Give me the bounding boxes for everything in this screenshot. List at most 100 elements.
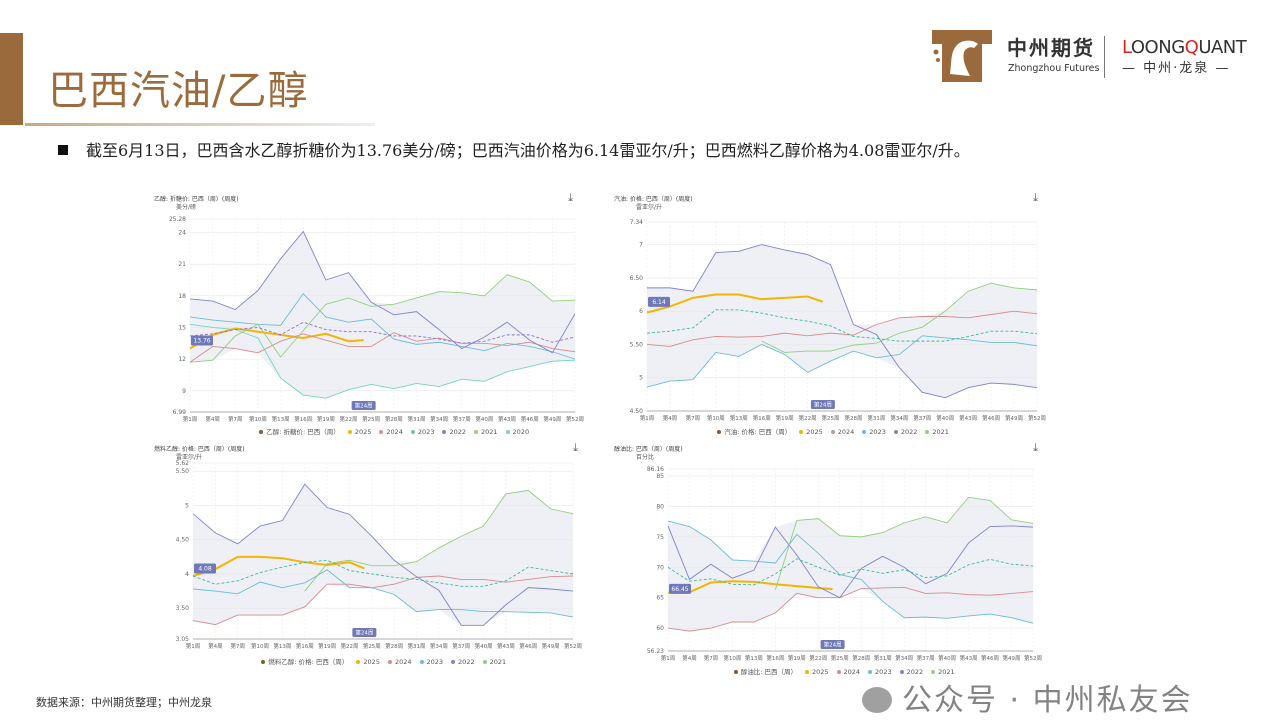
legend-item[interactable]: 2025 [804, 668, 829, 676]
current-value-badge [191, 335, 213, 346]
legend-item[interactable]: 2023 [410, 428, 434, 436]
legend-item[interactable]: 2025 [356, 658, 380, 666]
legend-item[interactable]: 2024 [387, 658, 412, 666]
legend-item[interactable]: 2021 [474, 428, 498, 436]
wechat-icon [862, 687, 892, 713]
chart-title: 燃料乙醇: 价格: 巴西（周）(周度) [154, 446, 245, 453]
y-tick-label: 7.34 [630, 219, 644, 226]
legend-item[interactable]: 2023 [868, 668, 892, 676]
legend-marker-icon [717, 430, 722, 434]
legend-marker-icon [419, 660, 424, 664]
y-tick-label: 5.50 [176, 468, 190, 475]
y-tick-label: 5 [185, 502, 189, 509]
x-tick-label: 第46周 [519, 642, 537, 650]
current-value-label: 13.76 [193, 338, 210, 345]
legend-marker-icon [830, 430, 835, 434]
highlight-week-badge [810, 400, 835, 409]
legend-label: 2020 [512, 428, 530, 436]
x-tick-label: 第22周 [799, 414, 817, 422]
y-tick-label: 15 [178, 324, 186, 331]
legend-item[interactable]: 2022 [893, 428, 917, 436]
leopard-logo-icon [932, 30, 992, 82]
logo-letter: L [1122, 37, 1131, 58]
legend-label: 乙醇: 折糖价: 巴西（周） [266, 428, 340, 436]
highlight-week-badge [352, 628, 377, 637]
series-line-2024 [189, 332, 576, 363]
x-tick-label: 第4周 [208, 642, 223, 650]
legend-marker-icon [505, 430, 510, 434]
x-tick-label: 第7周 [686, 414, 701, 422]
legend-item[interactable]: 燃料乙醇: 价格: 巴西（周） [261, 658, 348, 666]
chart-title: 醇油比: 巴西（周）(周度) [614, 446, 683, 453]
x-tick-label: 第22周 [340, 415, 358, 423]
legend-label: 2024 [837, 428, 855, 436]
x-tick-label: 第37周 [917, 654, 935, 662]
y-axis-unit: 百分比 [636, 454, 655, 461]
series-line-2024 [667, 586, 1034, 632]
x-tick-label: 第22周 [809, 654, 827, 662]
chart-title: 乙醇: 折糖价: 巴西（周）(周度) [154, 196, 239, 203]
legend-item[interactable]: 2021 [925, 428, 949, 436]
x-tick-label: 第25周 [363, 642, 381, 650]
highlight-week-label: 第24周 [814, 401, 832, 409]
legend-item[interactable]: 2024 [830, 428, 855, 436]
legend-label: 2025 [806, 428, 823, 436]
summary-text: 截至6月13日，巴西含水乙醇折糖价为13.76美分/磅；巴西汽油价格为6.14雷… [86, 141, 970, 160]
legend-item[interactable]: 醇油比: 巴西（周） [733, 668, 797, 676]
legend-marker-icon [862, 430, 867, 434]
legend-item[interactable]: 2022 [899, 668, 923, 676]
x-tick-label: 第28周 [385, 642, 403, 650]
legend-label: 2021 [489, 658, 507, 666]
title-underline [25, 123, 375, 126]
legend-item[interactable]: 乙醇: 折糖价: 巴西（周） [259, 428, 340, 436]
series-line-mean [667, 558, 1034, 586]
legend-marker-icon [804, 670, 809, 674]
highlight-week-badge [351, 401, 376, 410]
y-tick-label: 6 [639, 308, 643, 315]
legend-item[interactable]: 2020 [505, 428, 530, 436]
legend-item[interactable]: 2021 [931, 668, 955, 676]
legend-marker-icon [261, 660, 266, 664]
x-tick-label: 第7周 [704, 654, 719, 662]
download-icon[interactable]: ⤓ [573, 441, 578, 454]
brand-divider [1104, 36, 1105, 78]
legend-item[interactable]: 2022 [451, 658, 475, 666]
legend-marker-icon [259, 430, 264, 434]
legend-item[interactable]: 2024 [379, 428, 403, 436]
legend-marker-icon [931, 670, 936, 674]
y-tick-label: 24 [178, 230, 186, 237]
download-icon[interactable]: ⤓ [1033, 441, 1038, 454]
chart-legend: 汽油: 价格: 巴西（周） 2025 2024 2023 2022 2021 [717, 428, 949, 436]
download-icon[interactable]: ⤓ [568, 191, 573, 204]
y-tick-label: 60 [656, 625, 664, 632]
legend-item[interactable]: 2025 [799, 428, 823, 436]
legend-item[interactable]: 2023 [862, 428, 886, 436]
x-tick-label: 第34周 [895, 654, 913, 662]
series-line-2021 [304, 489, 574, 592]
legend-item[interactable]: 2024 [836, 668, 860, 676]
current-value-label: 66.45 [671, 586, 688, 593]
x-tick-label: 第4周 [663, 414, 678, 422]
x-tick-label: 第4周 [205, 415, 220, 423]
legend-item[interactable]: 2022 [442, 428, 466, 436]
x-tick-label: 第34周 [890, 414, 908, 422]
download-icon[interactable]: ⤓ [1033, 191, 1038, 204]
legend-item[interactable]: 2023 [419, 658, 443, 666]
y-tick-label: 7 [639, 242, 643, 249]
legend-item[interactable]: 2025 [347, 428, 371, 436]
legend-item[interactable]: 汽油: 价格: 巴西（周） [717, 428, 791, 436]
legend-marker-icon [733, 670, 738, 674]
x-tick-label: 第28周 [844, 414, 862, 422]
x-tick-label: 第34周 [430, 642, 448, 650]
x-tick-label: 第37周 [453, 415, 471, 423]
x-tick-label: 第16周 [753, 414, 771, 422]
series-line-mean [646, 309, 1038, 342]
y-tick-label: 70 [656, 564, 664, 571]
legend-item[interactable]: 2021 [482, 658, 507, 666]
legend-marker-icon [379, 430, 384, 434]
brand-name-cn: 中州期货 [1007, 36, 1095, 60]
page-title: 巴西汽油/乙醇 [48, 68, 309, 114]
chart-legend: 乙醇: 折糖价: 巴西（周） 2025 2024 2023 2022 2021 2020 [259, 428, 529, 436]
data-source: 数据来源：中州期货整理；中州龙泉 [36, 696, 212, 709]
loongquant-logo: LOONGQUANT [1122, 37, 1247, 58]
